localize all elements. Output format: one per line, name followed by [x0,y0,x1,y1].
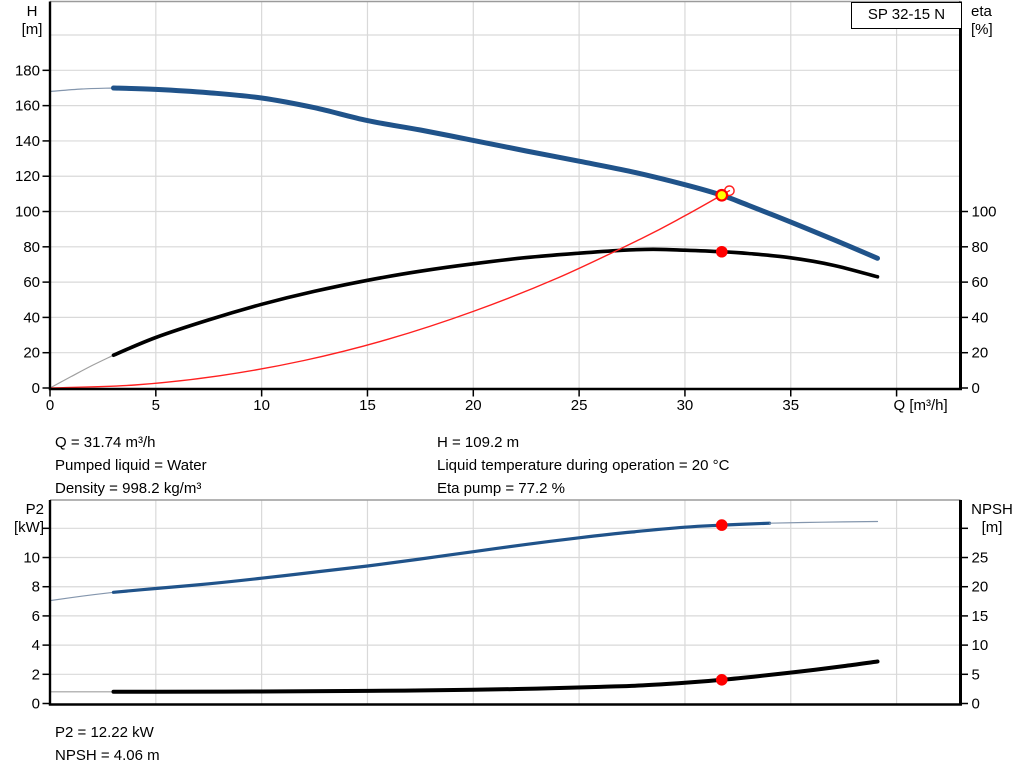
right-axis-tick-label: 60 [972,274,989,291]
x-axis-tick-label: 35 [782,397,799,414]
head-efficiency-chart[interactable]: 0 20 40 60 80 100 120 140 160 180 0 20 40 60 80 100 0 5 10… [15,0,997,415]
right-axis-tick-label: 10 [972,637,989,654]
left-axis-tick-label: 0 [32,696,40,713]
x-axis-tick-label: 25 [571,397,588,414]
efficiency-duty-point[interactable] [715,245,728,258]
system-curve-curve [49,190,731,389]
p2-duty-point[interactable] [715,519,728,531]
p2-axis-header: P2 [kW] [0,501,44,537]
pump-model-label: SP 32-15 N [867,6,946,23]
left-axis-tick-label: 160 [15,98,40,115]
eta-axis-header-line2: [%] [971,21,993,38]
duty-point[interactable] [715,188,729,202]
right-axis-tick-label: 0 [972,380,980,397]
x-axis-tick-label: 5 [152,397,160,414]
npsh-axis-header-line1: NPSH [971,501,1013,518]
left-axis-tick-label: 60 [23,274,40,291]
right-axis-tick-label: 20 [972,579,989,596]
right-axis-tick-label: 80 [972,239,989,256]
left-axis-tick-label: 80 [23,239,40,256]
operating-point-info-right: H = 109.2 m Liquid temperature during op… [437,431,729,500]
left-axis-tick-label: 2 [32,666,40,683]
info-pumped-liquid: Pumped liquid = Water [55,457,207,474]
info-flow: Q = 31.74 m³/h [55,434,156,451]
right-axis-tick-label: 0 [972,696,980,713]
pump-model-box: SP 32-15 N [851,2,962,29]
left-axis-tick-label: 20 [23,345,40,362]
power-npsh-chart[interactable]: 0 2 4 6 8 10 0 5 10 15 20 25 [23,499,989,713]
npsh-duty-point[interactable] [715,673,728,686]
right-axis-tick-label: 40 [972,309,989,326]
head-curve [49,87,115,93]
left-axis-tick-label: 120 [15,168,40,185]
info-density: Density = 998.2 kg/m³ [55,480,202,497]
info-npsh: NPSH = 4.06 m [55,747,160,764]
x-axis-tick-label: 30 [677,397,694,414]
efficiency-curve [49,354,115,389]
npsh-axis-header: NPSH [m] [963,501,1021,537]
left-axis-tick-label: 10 [23,550,40,567]
info-liquid-temperature: Liquid temperature during operation = 20… [437,457,730,474]
left-axis-tick-label: 180 [15,62,40,79]
left-axis-tick-label: 140 [15,133,40,150]
head-curve [111,85,880,261]
info-eta-pump: Eta pump = 77.2 % [437,480,565,497]
right-axis-tick-label: 5 [972,666,980,683]
eta-axis-header-line1: eta [971,3,992,20]
eta-axis-header: eta [%] [971,3,1019,39]
info-head: H = 109.2 m [437,434,520,451]
right-axis-tick-label: 100 [972,204,997,221]
left-axis-tick-label: 40 [23,309,40,326]
p2-axis-header-line2: [kW] [14,519,44,536]
right-axis-tick-label: 25 [972,550,989,567]
x-axis-tick-label: 10 [253,397,270,414]
left-axis-tick-label: 100 [15,204,40,221]
x-axis-tick-label: 15 [359,397,376,414]
npsh-axis-header-line2: [m] [981,519,1003,536]
x-axis-unit-label: Q [m³/h] [893,397,947,414]
head-axis-header: H [m] [8,3,56,39]
right-axis-tick-label: 20 [972,345,989,362]
efficiency-curve [111,247,880,357]
x-axis-tick-label: 20 [465,397,482,414]
right-axis-tick-label: 15 [972,608,989,625]
head-axis-header-line1: H [26,3,38,20]
left-axis-tick-label: 6 [32,608,40,625]
p2-axis-header-line1: P2 [25,501,44,518]
operating-point-info-left: Q = 31.74 m³/h Pumped liquid = Water Den… [55,431,207,500]
power-npsh-info: P2 = 12.22 kW NPSH = 4.06 m [55,721,160,767]
x-axis-tick-label: 0 [46,397,54,414]
left-axis-tick-label: 8 [32,579,40,596]
power-p2-curve [769,520,879,524]
info-p2: P2 = 12.22 kW [55,724,154,741]
npsh-curve [111,659,880,694]
head-axis-header-line2: [m] [21,21,43,38]
left-axis-tick-label: 0 [32,380,40,397]
power-p2-curve [111,521,772,594]
power-p2-curve [49,591,115,602]
left-axis-tick-label: 4 [32,637,40,654]
